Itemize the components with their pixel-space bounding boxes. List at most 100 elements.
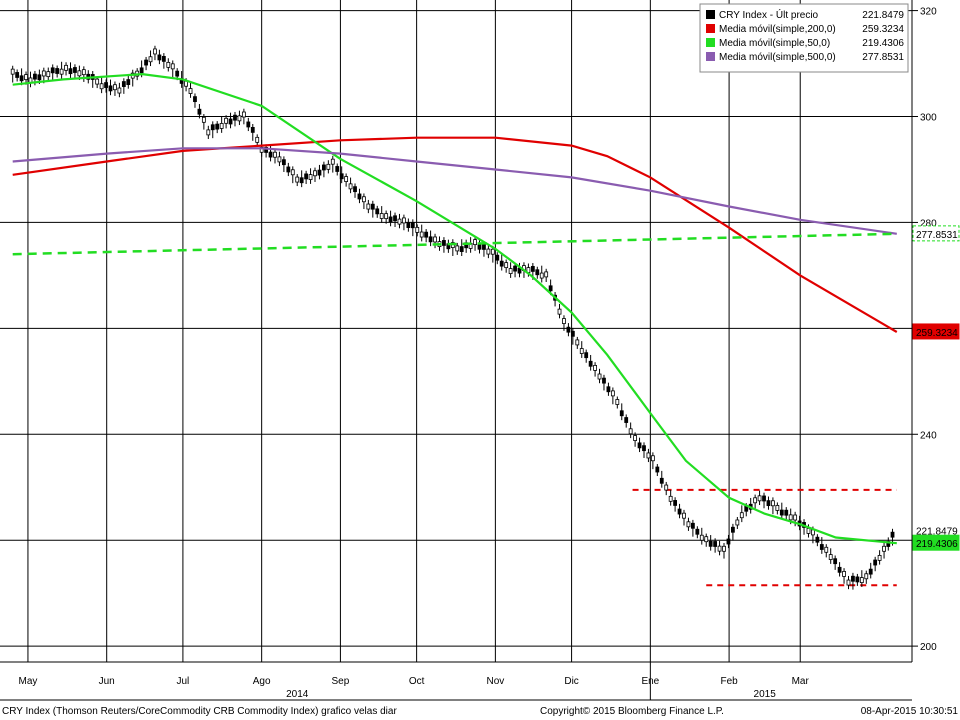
price-candle-body [144,59,148,66]
price-candle-body [815,536,820,543]
price-candle-body [188,88,193,94]
price-candle-body [397,218,402,225]
value-tag: 219.4306 [912,534,960,551]
price-candle-body [695,528,700,535]
price-candle-body [286,166,291,173]
price-candle-body [637,442,642,449]
price-candle-body [584,352,589,359]
x-tick-label: Dic [564,676,578,687]
moving-average-line [12,136,898,333]
y-tick-label: 200 [920,642,937,653]
price-candle-body [530,266,535,272]
price-candle-body [321,164,326,171]
price-candle-body [708,540,713,547]
price-candle-body [117,87,122,94]
price-candle-body [224,117,228,124]
x-tick-label: Feb [720,676,738,687]
price-candle-body [677,508,682,515]
value-tag-box [912,534,960,551]
price-candle-body [735,519,740,526]
price-candle-body [646,452,651,459]
price-candle-body [668,495,673,502]
value-tag-label: 219.4306 [916,539,958,550]
price-candle-body [713,541,718,547]
price-candle-body [868,568,873,575]
price-candle-body [686,521,691,528]
value-tag-box [912,225,960,242]
price-candle-body [428,236,433,243]
price-candle-body [593,364,597,371]
price-candle-body [566,326,571,333]
price-candle-body [833,558,838,565]
price-candle-body [690,522,695,529]
footer-copyright-text: Copyright© 2015 Bloomberg Finance L.P. [540,706,724,717]
price-candle-body [277,156,282,163]
price-candle-body [535,269,540,276]
price-candle-body [819,544,824,550]
price-candle-body [499,260,504,267]
legend-swatch [706,52,715,61]
price-candle-body [824,546,829,553]
price-candle-body [619,410,624,417]
price-candle-body [495,254,500,261]
price-candle-body [64,64,68,71]
price-candle-body [842,571,846,577]
price-candle-body [633,435,637,441]
price-candle-body [602,377,606,384]
price-candle-body [55,68,60,74]
price-candle-body [455,245,460,252]
x-tick-label: Mar [792,676,810,687]
price-candle-body [19,75,24,82]
price-candle-body [241,111,246,118]
x-tick-label: Oct [409,676,425,687]
price-candle-body [726,538,731,545]
footer: CRY Index (Thomson Reuters/CoreCommodity… [2,706,958,717]
legend: CRY Index - Últ precio 221.8479 Media móvi… [699,3,909,73]
price-candle-body [490,248,495,255]
y-tick-label: 240 [920,430,937,441]
value-tag-box [912,323,960,340]
price-candle-body [722,545,726,552]
y-tick-label: 280 [920,218,937,229]
legend-series-value: 219.4306 [862,38,904,49]
price-candle-body [375,208,380,215]
price-candle-body [851,575,855,582]
price-candle-body [508,268,513,274]
price-candle-body [859,577,864,583]
price-candle-body [233,114,237,121]
price-candle-body [410,222,415,229]
price-candle-body [41,70,46,77]
legend-series-value: 259.3234 [862,24,904,35]
price-candle-body [197,108,202,115]
price-candle-body [673,500,678,506]
price-candle-body [366,203,371,210]
moving-average-line [12,147,897,235]
legend-box [699,3,909,73]
grid [0,0,912,662]
price-candle-body [113,84,117,91]
price-candle-body [504,262,509,269]
legend-series-value: 221.8479 [862,10,904,21]
price-candle-body [486,248,491,255]
price-candle-body [73,67,77,73]
price-candle-body [255,136,260,143]
value-tag: 259.3234 [912,323,960,340]
price-candle-body [46,71,51,78]
price-candle-body [344,176,349,182]
year-label: 2014 [286,689,309,700]
price-candle-body [739,512,744,519]
x-tick-label: Ago [253,676,271,687]
price-candle-body [99,83,104,90]
price-candle-body [890,531,895,538]
axis-layer: 200220240260280300320MayJunJulAgoSepOctN… [0,0,960,701]
price-candle-body [326,163,331,170]
footer-source-text: CRY Index (Thomson Reuters/CoreCommodity… [2,706,397,717]
price-candle-body [201,116,206,123]
price-candle-body [317,169,322,176]
price-candle-body [864,573,869,580]
price-candle-body [731,526,735,533]
price-candle-body [299,177,304,184]
x-tick-label: Nov [486,676,504,687]
price-candle-body [170,63,175,70]
